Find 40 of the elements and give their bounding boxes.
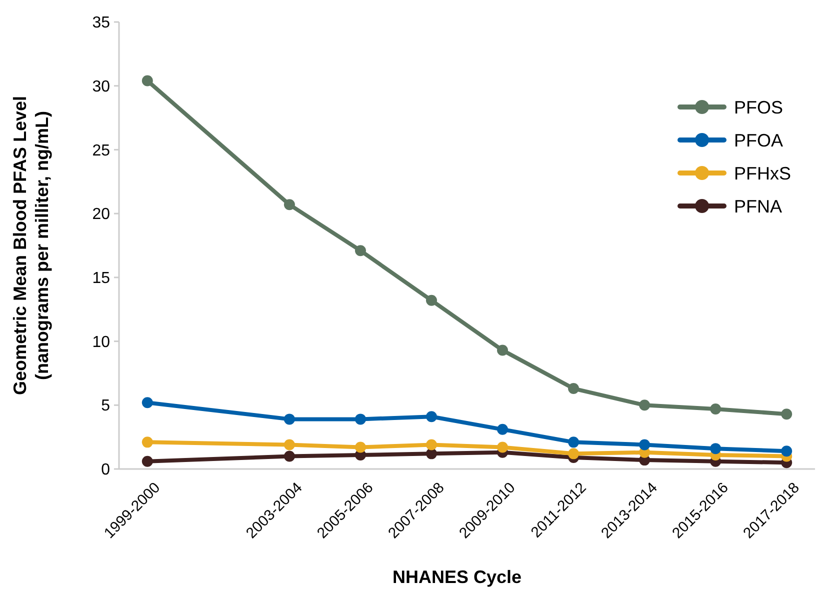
- point: [639, 439, 650, 450]
- point: [426, 294, 437, 306]
- point: [710, 443, 722, 454]
- point: [142, 397, 153, 408]
- legend-label: PFOS: [734, 97, 784, 118]
- y-tick-label: 5: [101, 398, 110, 415]
- point: [354, 245, 366, 256]
- legend-label: PFNA: [734, 196, 782, 216]
- y-tick-label: 0: [101, 462, 110, 479]
- y-tick-label: 35: [92, 14, 110, 32]
- y-tick-label: 30: [92, 78, 110, 96]
- point: [426, 439, 437, 450]
- point: [284, 439, 295, 450]
- point: [781, 408, 792, 420]
- point: [710, 403, 722, 414]
- point: [426, 411, 437, 422]
- point: [639, 400, 650, 411]
- point: [284, 199, 295, 210]
- point: [354, 414, 366, 425]
- point: [781, 446, 792, 457]
- point: [142, 456, 153, 467]
- point: [142, 436, 153, 448]
- y-tick-label: 25: [92, 142, 110, 160]
- point: [568, 448, 580, 460]
- point: [568, 436, 580, 448]
- point: [568, 383, 580, 394]
- y-tick-label: 15: [92, 270, 110, 288]
- legend-label: PFHxS: [734, 163, 792, 184]
- y-tick-label: 20: [92, 206, 110, 224]
- y-axis-title: Geometric Mean Blood PFAS Level (nanograms per milliter, ng/mL): [10, 96, 52, 396]
- point: [142, 75, 153, 86]
- point: [354, 442, 366, 453]
- x-axis-title: NHANES Cycle: [392, 567, 522, 587]
- point: [284, 450, 295, 462]
- point: [497, 424, 508, 435]
- point: [284, 414, 295, 425]
- legend-label: PFOA: [734, 130, 784, 150]
- point: [497, 344, 508, 356]
- point: [497, 442, 508, 453]
- y-tick-label: 10: [92, 334, 110, 351]
